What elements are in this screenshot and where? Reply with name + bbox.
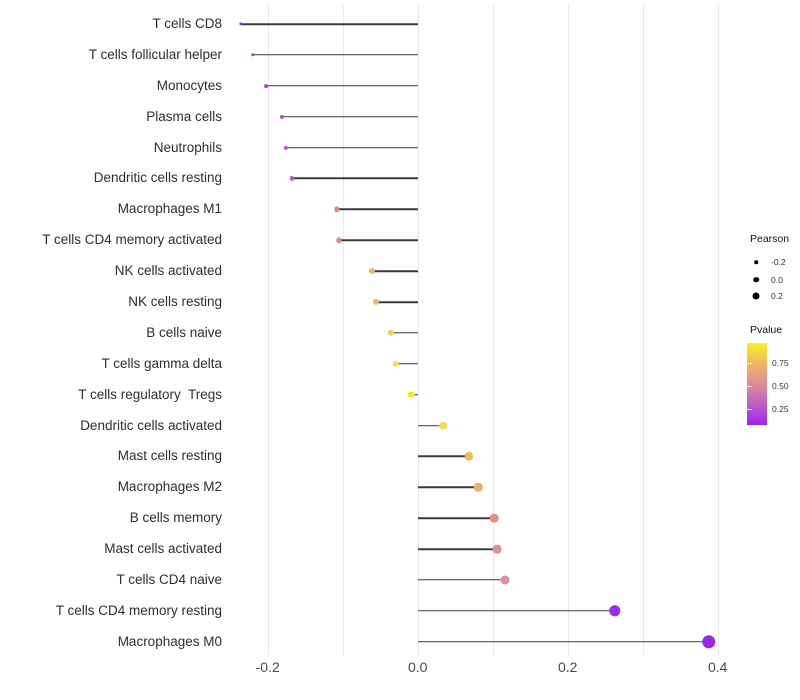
lollipop-stem <box>252 54 418 56</box>
legend-size-label-1: -0.2 <box>771 257 786 267</box>
x-axis-tick-label: 0.4 <box>707 659 728 675</box>
data-point-dot <box>407 391 415 399</box>
lollipop-stem <box>338 239 418 241</box>
lollipop-stem <box>417 640 709 643</box>
lollipop-stem <box>336 208 418 211</box>
data-point-dot <box>609 605 621 617</box>
x-gridline <box>642 5 644 655</box>
lollipop-stem <box>417 610 615 612</box>
lollipop-stem <box>240 23 418 25</box>
x-axis-tick-label: -0.2 <box>255 659 280 675</box>
data-point-dot <box>368 268 375 275</box>
category-label: Monocytes <box>156 77 222 93</box>
colorbar-tick <box>747 363 752 364</box>
pvalue-colorbar <box>747 343 767 425</box>
legend-size-dot-large <box>752 292 760 299</box>
x-gridline <box>342 5 344 655</box>
colorbar-label-075: 0.75 <box>772 358 789 368</box>
data-point-dot <box>372 298 379 306</box>
category-label: T cells CD4 memory activated <box>42 232 222 248</box>
category-label: Plasma cells <box>146 108 222 124</box>
lollipop-stem <box>371 270 418 272</box>
data-point-dot <box>283 145 288 150</box>
lollipop-stem <box>375 301 418 303</box>
legend-size-label-2: 0.0 <box>771 274 783 285</box>
data-point-dot <box>264 83 269 88</box>
lollipop-stem <box>285 146 418 149</box>
colorbar-label-025: 0.25 <box>772 404 789 414</box>
legend-size-label-3: 0.2 <box>771 290 783 301</box>
data-point-dot <box>250 53 255 57</box>
data-point-dot <box>701 634 716 649</box>
data-point-dot <box>500 575 510 585</box>
data-point-dot <box>279 114 284 119</box>
x-gridline <box>492 5 494 655</box>
x-axis-tick-label: 0.0 <box>407 659 428 675</box>
x-gridline <box>567 5 569 655</box>
lollipop-stem <box>417 424 444 427</box>
category-label: B cells naive <box>146 324 222 340</box>
legend-size-dot-small <box>754 260 758 264</box>
category-label: T cells gamma delta <box>101 355 222 371</box>
category-label: Macrophages M2 <box>117 479 222 495</box>
data-point-dot <box>464 452 473 461</box>
colorbar-tick <box>747 386 752 387</box>
colorbar-label-050: 0.50 <box>772 381 789 391</box>
category-label: T cells CD4 naive <box>116 571 222 587</box>
lollipop-stem <box>417 517 495 519</box>
x-gridline <box>717 5 719 655</box>
category-label: B cells memory <box>129 510 222 526</box>
category-label: Neutrophils <box>153 139 222 155</box>
data-point-dot <box>387 329 394 337</box>
data-point-dot <box>439 421 448 430</box>
lollipop-stem <box>390 332 418 334</box>
data-point-dot <box>474 483 483 492</box>
category-label: Dendritic cells resting <box>93 170 222 186</box>
x-gridline <box>267 5 269 655</box>
x-gridline <box>417 5 419 655</box>
category-label: Mast cells resting <box>117 448 222 464</box>
lollipop-stem <box>417 455 469 458</box>
category-label: NK cells activated <box>114 263 222 279</box>
data-point-dot <box>289 176 294 181</box>
lollipop-stem <box>266 85 418 87</box>
data-point-dot <box>489 513 499 523</box>
category-label: T cells follicular helper <box>88 46 222 62</box>
x-axis-tick-label: 0.2 <box>557 659 578 675</box>
category-label: NK cells resting <box>128 294 222 309</box>
category-label: T cells CD4 memory resting <box>55 602 222 618</box>
lollipop-stem <box>291 177 418 180</box>
lollipop-stem <box>395 362 418 365</box>
category-label: Macrophages M0 <box>117 633 222 649</box>
category-label: Mast cells activated <box>104 541 222 556</box>
data-point-dot <box>492 544 502 554</box>
lollipop-stem <box>417 486 479 489</box>
lollipop-stem <box>417 548 498 550</box>
lollipop-stem <box>281 115 418 118</box>
legend-size-dot-medium <box>753 276 759 283</box>
category-label: T cells regulatory Tregs <box>78 386 222 402</box>
category-label: T cells CD8 <box>152 16 222 31</box>
data-point-dot <box>239 22 243 26</box>
lollipop-stem <box>417 579 506 581</box>
colorbar-tick <box>747 409 752 410</box>
category-label: Dendritic cells activated <box>80 417 222 433</box>
legend-pearson-title: Pearson <box>750 233 790 245</box>
data-point-dot <box>392 360 400 367</box>
category-label: Macrophages M1 <box>117 201 222 217</box>
data-point-dot <box>334 206 340 212</box>
legend-pvalue-title: Pvalue <box>750 324 783 336</box>
data-point-dot <box>336 237 342 243</box>
